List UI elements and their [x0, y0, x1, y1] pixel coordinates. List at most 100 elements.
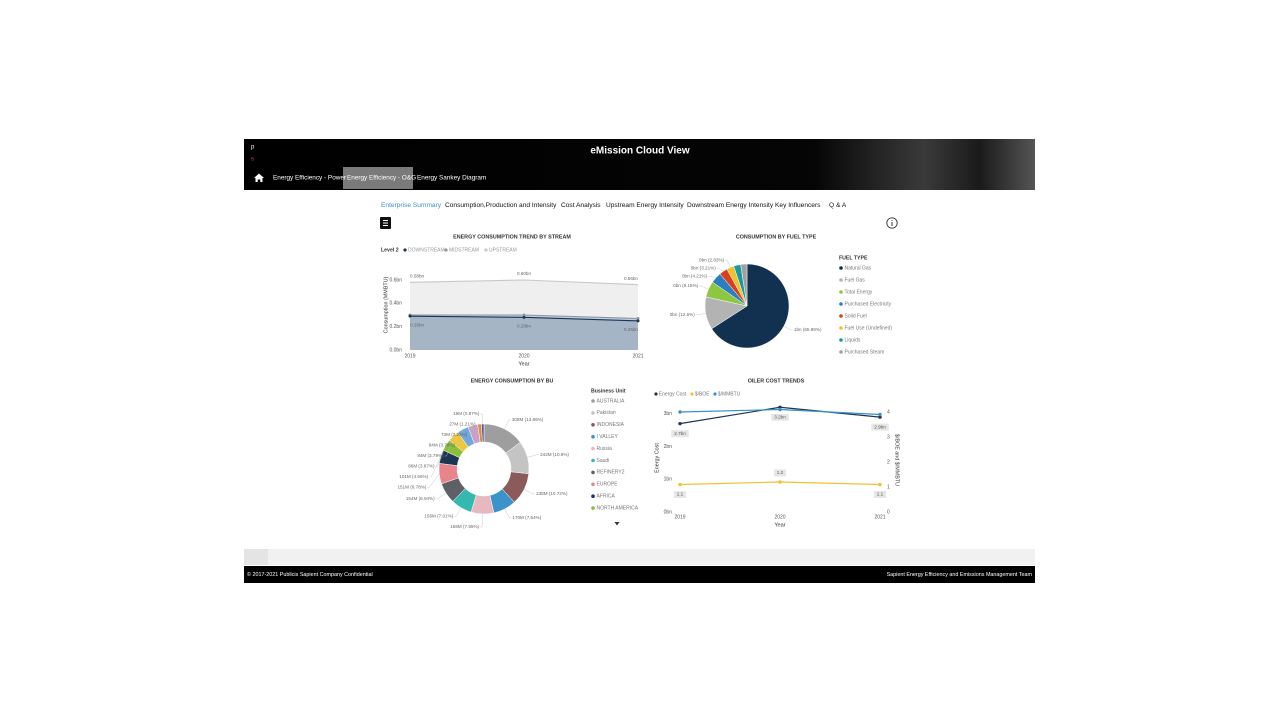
y2-tick-label: 3	[887, 434, 890, 440]
nav-item[interactable]: Energy Efficiency - Power	[273, 175, 347, 182]
data-label: 0.58bn	[410, 274, 424, 279]
logo-letter: s	[251, 157, 254, 163]
legend-dot	[591, 506, 595, 510]
leader-line	[435, 493, 447, 499]
leader-line	[504, 508, 512, 518]
legend-label: REFINERY2	[597, 470, 625, 476]
legend-label: MIDSTREAM	[449, 247, 479, 253]
legend-dot	[713, 392, 717, 396]
data-label-bg	[671, 430, 689, 438]
leader-line	[527, 454, 540, 458]
tab[interactable]: Consumption,Production and Intensity	[445, 202, 557, 209]
leader-line	[783, 325, 793, 331]
legend-dot	[591, 446, 595, 451]
page-arrows[interactable]	[244, 549, 268, 565]
info-button[interactable]	[886, 217, 898, 229]
nav-active-bg	[343, 167, 413, 189]
leader-line	[695, 313, 706, 315]
data-label: 238M (10.72%)	[536, 491, 568, 496]
menu-button[interactable]	[380, 217, 391, 229]
tab[interactable]: Q & A	[829, 202, 847, 209]
leader-line	[524, 489, 536, 495]
y-tick-label: 0.6bn	[389, 277, 402, 283]
point	[778, 480, 782, 484]
nav-item[interactable]: Energy Efficiency - O&G	[347, 175, 416, 182]
leader-line	[454, 507, 462, 517]
data-label: 168M (7.55%)	[450, 524, 479, 529]
legend-label: Liquids	[845, 337, 861, 343]
leader-line	[480, 513, 483, 528]
data-label: 3.2bn	[774, 415, 786, 420]
data-label: 0bn (6.15%)	[673, 283, 698, 288]
data-label-bg	[871, 423, 889, 431]
y-tick-label: 0.4bn	[389, 301, 402, 307]
data-label: 0bn (4.21%)	[682, 273, 707, 278]
data-label: 19M (0.87%)	[453, 411, 480, 416]
leader-line	[427, 473, 440, 488]
legend-dot	[444, 248, 448, 252]
leader-line	[456, 429, 463, 446]
leader-line	[716, 267, 724, 272]
tab[interactable]: Downstream Energy Intensity	[687, 202, 774, 209]
legend-dot	[484, 248, 488, 252]
legend-label: NORTH AMERICA	[597, 505, 639, 511]
legend-title: FUEL TYPE	[839, 255, 868, 261]
legend-dot	[839, 326, 843, 330]
legend-label: Purchased Steam	[845, 349, 885, 355]
scroll-bar	[244, 549, 1035, 565]
data-label: 1.1	[877, 492, 884, 497]
data-label-bg	[773, 469, 787, 477]
legend-label: AFRICA	[597, 494, 616, 500]
legend-dot	[591, 399, 595, 403]
data-label: 156M (7.01%)	[424, 514, 453, 519]
slice	[481, 423, 485, 443]
tab[interactable]: Upstream Energy Intensity	[606, 202, 684, 209]
y-tick-label: 3bn	[664, 411, 673, 417]
nav-item[interactable]: Energy Sankey Diagram	[417, 175, 486, 182]
chart-title: CONSUMPTION BY FUEL TYPE	[736, 234, 817, 240]
y-tick-label: 2bn	[664, 444, 673, 450]
data-label: 1.2	[777, 470, 784, 475]
home-icon[interactable]	[254, 173, 264, 183]
data-label: 1.1	[677, 492, 684, 497]
legend-label: Natural Gas	[845, 265, 872, 271]
point	[678, 482, 682, 487]
leader-line	[725, 259, 731, 268]
tab[interactable]: Enterprise Summary	[381, 202, 442, 209]
x-tick-label: 2020	[518, 353, 529, 359]
legend-label: UPSTREAM	[489, 247, 517, 253]
leader-line	[444, 435, 454, 457]
data-label: 101M (4.56%)	[399, 474, 428, 479]
legend-label: EUROPE	[597, 482, 619, 488]
tab[interactable]: Cost Analysis	[561, 202, 601, 209]
tab[interactable]: Key Influencers	[775, 202, 821, 209]
legend-dot	[403, 248, 407, 252]
legend-dot	[591, 423, 595, 427]
legend-label: I VALLEY	[597, 434, 619, 440]
point	[878, 482, 882, 487]
footer-bar	[244, 566, 1035, 583]
legend-scroll-arrow[interactable]	[614, 522, 620, 526]
y-tick-label: 0.2bn	[389, 324, 402, 330]
data-label: 0bn (2.83%)	[699, 257, 724, 262]
area-fill	[410, 316, 638, 350]
x-axis-title: Year	[518, 361, 529, 367]
legend-label: Fuel Gas	[845, 277, 866, 283]
data-label: 242M (10.9%)	[540, 452, 569, 457]
chart-title: ENERGY CONSUMPTION BY BU	[471, 378, 554, 384]
legend-label: $/MMBTU	[718, 391, 741, 397]
legend-dot	[839, 350, 843, 354]
y2-tick-label: 4	[887, 409, 890, 415]
point	[678, 421, 682, 426]
legend-dot	[591, 458, 595, 463]
data-label: 0.28bn	[517, 324, 531, 329]
point	[522, 315, 526, 319]
legend-dot	[591, 494, 595, 499]
y-tick-label: 1bn	[664, 477, 673, 483]
data-label: 0.60bn	[517, 271, 531, 276]
x-tick-label: 2019	[674, 514, 685, 520]
point	[778, 407, 782, 412]
legend-label: $/BOE	[695, 391, 710, 397]
